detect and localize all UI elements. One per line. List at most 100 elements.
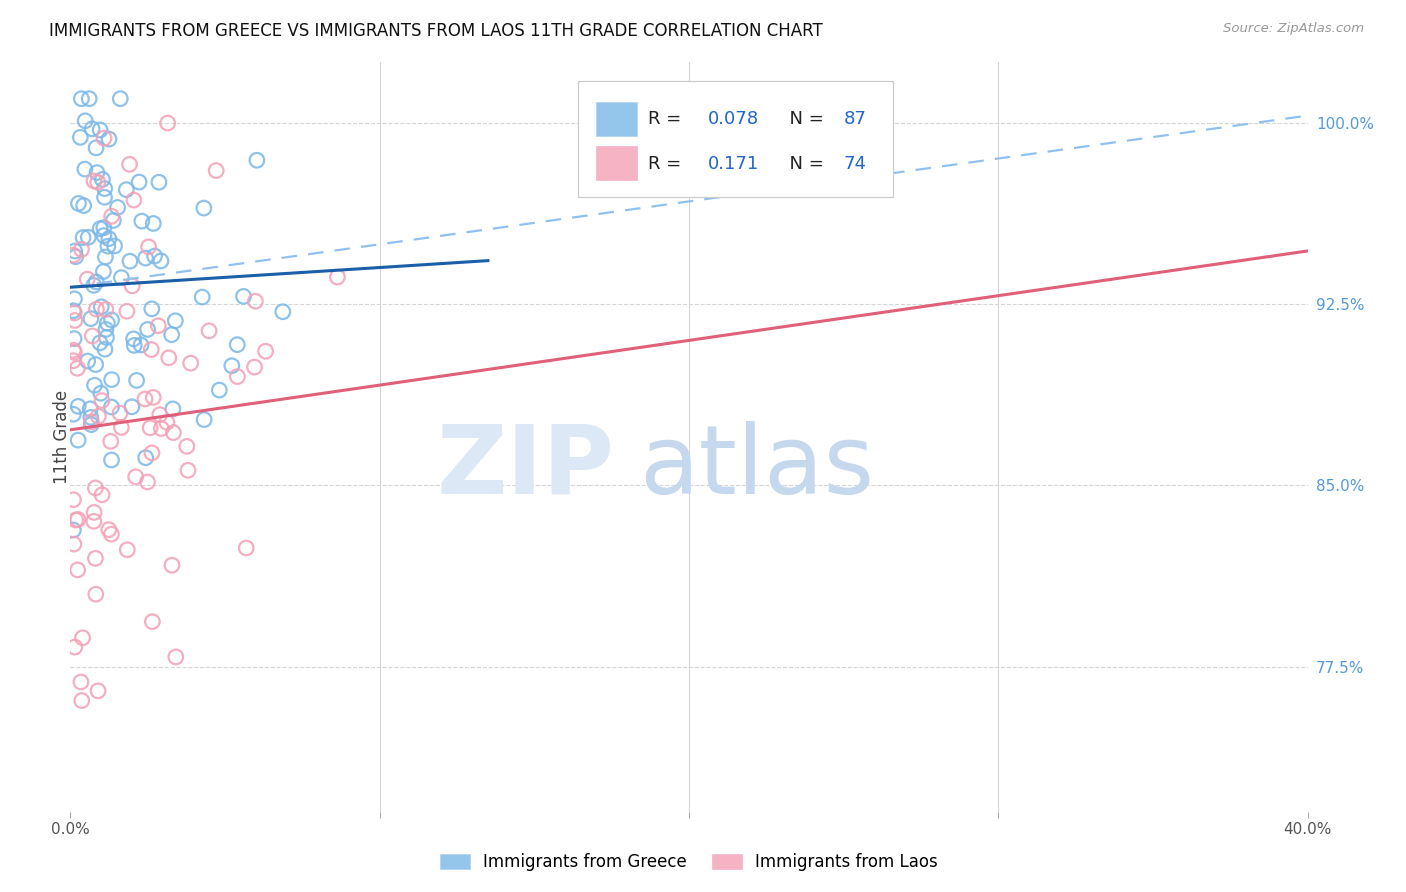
Point	[150, 421, 173, 435]
Point	[271, 304, 294, 318]
Point	[100, 313, 122, 327]
Point	[82, 329, 104, 343]
Point	[226, 337, 249, 351]
Text: 87: 87	[844, 110, 866, 128]
Point	[115, 304, 138, 318]
Point	[141, 615, 163, 629]
Point	[76, 272, 98, 286]
Point	[148, 175, 170, 189]
Point	[156, 415, 179, 429]
Point	[110, 270, 132, 285]
Point	[73, 198, 96, 212]
Point	[191, 290, 214, 304]
Point	[62, 523, 84, 537]
Point	[118, 254, 141, 268]
Point	[62, 492, 84, 507]
Point	[107, 201, 129, 215]
Point	[100, 527, 122, 541]
Point	[82, 121, 104, 136]
Point	[63, 537, 86, 551]
Point	[83, 174, 105, 188]
Point	[93, 220, 115, 235]
Point	[125, 373, 148, 387]
Point	[156, 116, 179, 130]
Point	[141, 301, 163, 316]
Point	[66, 563, 89, 577]
Point	[115, 183, 138, 197]
Point	[110, 420, 132, 434]
Point	[65, 250, 87, 264]
Point	[134, 392, 156, 406]
Point	[63, 244, 86, 258]
Point	[143, 249, 166, 263]
Point	[160, 327, 183, 342]
Point	[84, 587, 107, 601]
Point	[77, 92, 100, 106]
Point	[176, 439, 198, 453]
Point	[180, 356, 202, 370]
Point	[162, 401, 184, 416]
Point	[89, 335, 111, 350]
Point	[128, 175, 150, 189]
Point	[84, 481, 107, 495]
Point	[141, 343, 163, 357]
Point	[83, 278, 105, 293]
Point	[79, 401, 101, 416]
Point	[63, 332, 86, 346]
Point	[208, 383, 231, 397]
Point	[139, 421, 162, 435]
Point	[83, 378, 105, 392]
Point	[157, 351, 180, 365]
Text: N =: N =	[778, 154, 830, 172]
Text: 0.171: 0.171	[707, 154, 759, 172]
Point	[84, 551, 107, 566]
Point	[326, 270, 349, 285]
Point	[96, 316, 118, 330]
Point	[70, 693, 93, 707]
Text: R =: R =	[648, 154, 693, 172]
Point	[125, 470, 148, 484]
Point	[91, 488, 114, 502]
Point	[98, 132, 121, 146]
Point	[93, 264, 115, 278]
Point	[62, 303, 84, 318]
Point	[142, 217, 165, 231]
Bar	[596, 146, 637, 180]
Point	[97, 523, 120, 537]
Point	[67, 433, 90, 447]
Point	[94, 322, 117, 336]
Point	[193, 412, 215, 426]
Point	[84, 141, 107, 155]
Point	[162, 425, 184, 440]
Point	[91, 172, 114, 186]
Point	[122, 193, 145, 207]
Point	[94, 302, 117, 317]
Point	[87, 683, 110, 698]
Point	[165, 314, 187, 328]
Point	[136, 475, 159, 489]
Point	[226, 369, 249, 384]
Point	[80, 311, 103, 326]
Point	[135, 450, 157, 465]
Point	[80, 410, 103, 425]
Point	[97, 239, 120, 253]
Point	[89, 221, 111, 235]
Point	[138, 240, 160, 254]
Point	[117, 542, 139, 557]
Point	[70, 243, 93, 257]
Point	[93, 228, 115, 243]
Point	[65, 513, 87, 527]
Point	[62, 353, 84, 368]
Y-axis label: 11th Grade: 11th Grade	[53, 390, 70, 484]
Point	[84, 275, 107, 289]
Point	[77, 230, 100, 244]
Point	[87, 409, 110, 424]
Point	[83, 505, 105, 519]
Point	[118, 157, 141, 171]
Point	[221, 359, 243, 373]
Point	[149, 408, 172, 422]
Point	[243, 360, 266, 375]
Point	[86, 302, 108, 317]
Text: atlas: atlas	[640, 420, 875, 514]
Point	[91, 393, 114, 408]
